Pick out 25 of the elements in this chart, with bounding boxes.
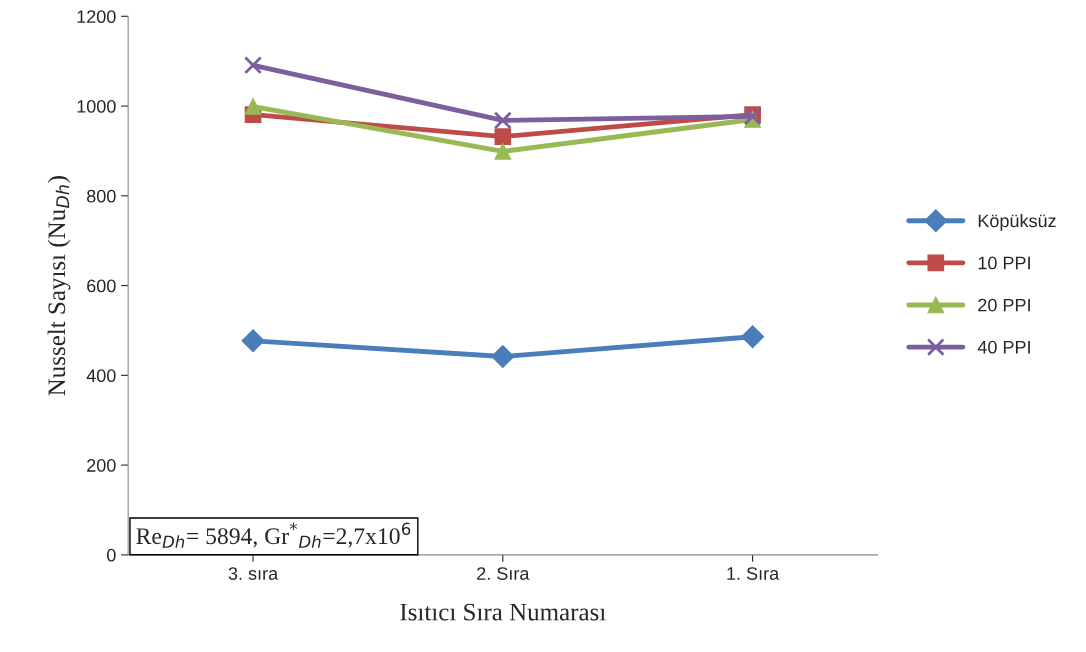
x-tick-label: 3. sıra — [228, 567, 279, 580]
point — [493, 111, 512, 130]
x-tick-label: 2. Sıra — [477, 567, 530, 580]
legend-label: Köpüksüz — [978, 214, 1056, 231]
point — [494, 128, 512, 145]
annotation: Re$_{Dh}$= 5894, Gr$^{*}$$_{Dh}$=2,7x10$^{6}$ — [136, 522, 411, 548]
point — [491, 344, 515, 368]
point — [244, 56, 263, 75]
x-tick-label: 1. Sıra — [727, 567, 780, 580]
point — [741, 325, 765, 349]
y-tick-label: 600 — [87, 279, 116, 293]
point — [241, 329, 265, 353]
legend-label: 40 PPI — [977, 340, 1030, 354]
y-tick-label: 800 — [87, 189, 116, 203]
legend-label: 10 PPI — [978, 256, 1030, 270]
y-tick-label: 200 — [87, 459, 116, 472]
point — [494, 143, 512, 160]
y-tick-label: 1000 — [77, 99, 116, 113]
x-axis-title: Isıtıcı Sıra Numarası — [400, 603, 606, 621]
point — [244, 98, 262, 115]
y-tick-label: 400 — [86, 369, 116, 383]
y-tick-label: 1200 — [77, 10, 116, 24]
y-axis-title: Nusselt Sayısı (Nu$_{Dh}$) — [47, 176, 71, 396]
legend-label: 20 PPI — [978, 298, 1030, 312]
y-tick-label: 0 — [107, 548, 116, 562]
